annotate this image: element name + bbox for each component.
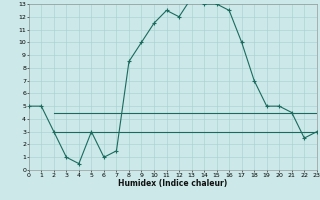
X-axis label: Humidex (Indice chaleur): Humidex (Indice chaleur): [118, 179, 228, 188]
